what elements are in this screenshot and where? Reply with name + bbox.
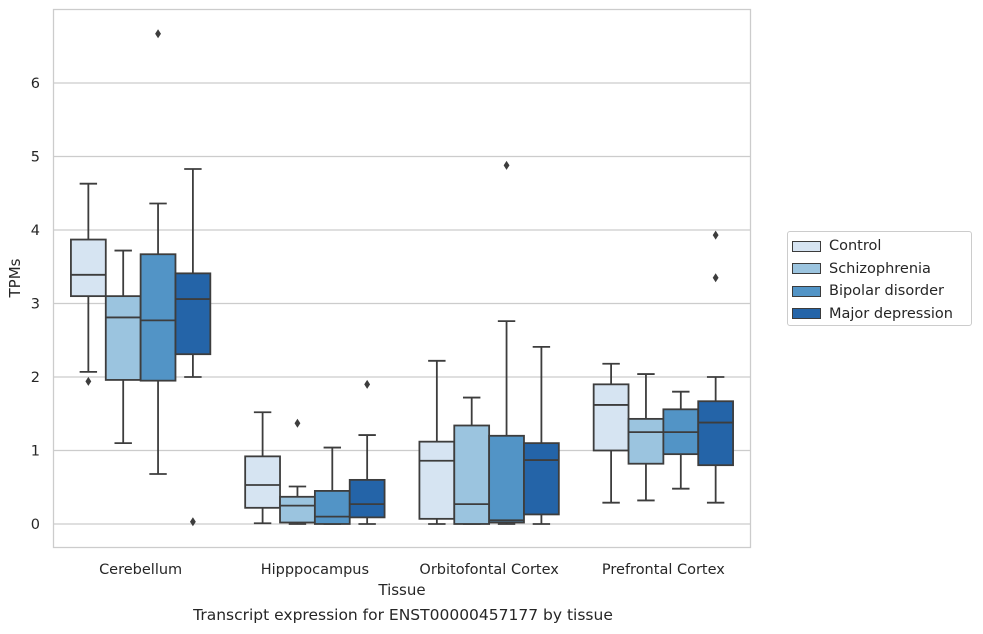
outlier-point xyxy=(712,273,719,283)
box xyxy=(627,417,665,465)
legend-item: Control xyxy=(792,236,881,256)
legend-label: Schizophrenia xyxy=(829,260,931,277)
legend-item: Schizophrenia xyxy=(792,259,931,279)
box xyxy=(104,295,142,381)
box-group xyxy=(523,345,560,525)
box-group xyxy=(174,168,212,527)
x-axis-ticks: Cerebellum Hipppocampus Orbitofontal Corte… xyxy=(99,562,725,578)
box xyxy=(592,383,630,452)
y-axis-ticks: 0 1 2 3 4 5 6 xyxy=(31,76,40,533)
box xyxy=(244,455,281,509)
y-tick-label: 2 xyxy=(31,370,40,386)
box-group xyxy=(662,390,700,490)
box xyxy=(418,440,456,520)
box-group xyxy=(418,359,456,525)
y-tick-label: 3 xyxy=(31,296,40,312)
box xyxy=(488,434,525,524)
box xyxy=(313,490,351,525)
legend-swatch xyxy=(792,308,821,319)
box xyxy=(174,272,212,356)
box-group xyxy=(70,182,107,386)
box xyxy=(697,400,734,467)
box-group xyxy=(139,29,177,475)
legend-label: Major depression xyxy=(829,305,953,322)
box-group xyxy=(488,160,525,525)
box-group xyxy=(313,446,351,525)
legend-swatch xyxy=(792,263,821,274)
y-tick-label: 4 xyxy=(31,223,40,239)
x-tick-label: Hipppocampus xyxy=(261,562,369,578)
outlier-point xyxy=(294,418,301,428)
y-tick-label: 5 xyxy=(31,149,40,165)
box xyxy=(523,442,560,516)
box-group xyxy=(697,230,734,504)
outlier-point xyxy=(155,29,161,39)
legend: Control Schizophrenia Bipolar disorder Majo… xyxy=(787,231,972,326)
outlier-point xyxy=(189,517,196,527)
box xyxy=(279,495,316,524)
boxes-layer xyxy=(70,29,734,527)
legend-swatch xyxy=(792,285,821,297)
x-tick-label: Cerebellum xyxy=(99,562,182,578)
x-tick-label: Prefrontal Cortex xyxy=(602,562,725,578)
y-tick-label: 6 xyxy=(31,76,40,92)
y-tick-label: 0 xyxy=(31,517,40,533)
legend-item: Bipolar disorder xyxy=(792,281,944,301)
box-group xyxy=(244,411,281,525)
legend-label: Control xyxy=(829,238,882,254)
y-tick-label: 1 xyxy=(31,443,40,459)
box xyxy=(348,478,386,519)
box xyxy=(139,253,177,382)
x-axis-label: Tissue xyxy=(377,581,425,599)
box-group xyxy=(453,396,491,525)
box-group xyxy=(104,249,142,445)
plot-area-border xyxy=(52,8,752,549)
legend-item: Major depression xyxy=(792,304,953,324)
box-group xyxy=(592,362,630,504)
box-group xyxy=(279,418,316,525)
x-tick-label: Orbitofontal Cortex xyxy=(419,562,559,578)
box-group xyxy=(627,373,665,502)
box xyxy=(453,424,491,525)
box xyxy=(70,238,107,298)
box-group xyxy=(348,379,386,525)
outlier-point xyxy=(85,376,92,386)
y-axis-label: TPMs xyxy=(6,258,24,298)
legend-swatch xyxy=(792,240,821,252)
outlier-point xyxy=(364,379,371,389)
outlier-point xyxy=(503,160,510,170)
chart-caption: Transcript expression for ENST0000045717… xyxy=(193,606,613,624)
legend-label: Bipolar disorder xyxy=(829,283,944,299)
outlier-point xyxy=(712,230,719,240)
